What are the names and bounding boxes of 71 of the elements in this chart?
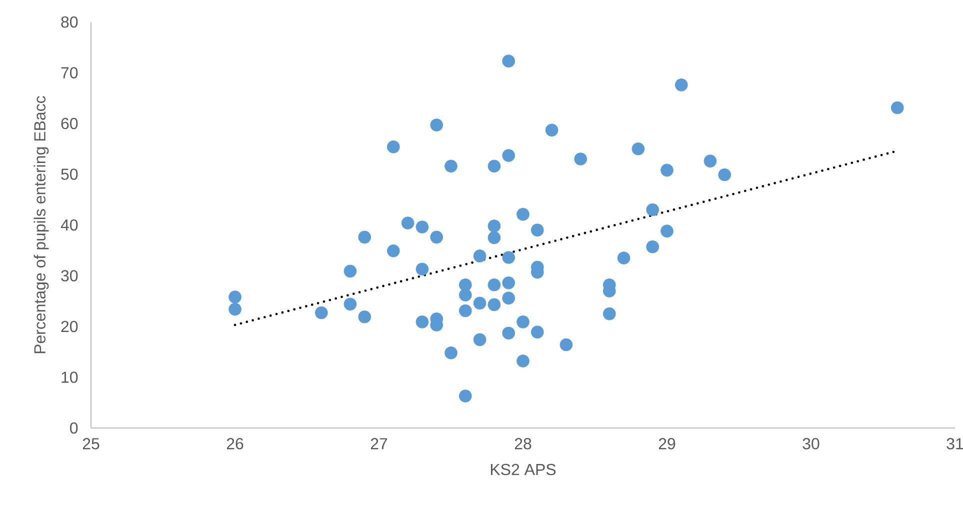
point	[632, 142, 645, 156]
point	[387, 244, 400, 258]
point	[890, 101, 904, 114]
point	[488, 231, 501, 244]
y-tick-label: 30	[61, 270, 78, 282]
point	[459, 288, 472, 302]
point	[646, 203, 659, 216]
point	[502, 326, 515, 340]
point	[444, 160, 458, 173]
point	[530, 326, 544, 338]
point	[473, 296, 486, 310]
point	[674, 78, 688, 92]
point	[545, 124, 558, 136]
point	[488, 160, 501, 173]
point	[444, 346, 458, 360]
point	[430, 230, 444, 244]
point	[358, 310, 372, 324]
point	[502, 54, 515, 68]
point	[502, 276, 515, 290]
point	[416, 262, 429, 276]
point	[488, 298, 501, 312]
point	[646, 240, 659, 254]
point	[602, 307, 616, 320]
point	[516, 316, 530, 328]
point	[516, 208, 530, 221]
point	[502, 149, 515, 162]
point	[228, 302, 242, 316]
point	[574, 152, 588, 166]
point	[718, 168, 731, 182]
point	[660, 224, 674, 238]
point	[473, 333, 486, 346]
x-tick-label: 28	[514, 438, 532, 450]
y-tick-label: 40	[60, 219, 78, 231]
point	[344, 264, 357, 278]
point	[488, 220, 501, 232]
point	[228, 290, 242, 304]
y-tick-label: 10	[62, 372, 78, 383]
x-tick-label: 30	[802, 438, 820, 450]
point	[530, 224, 544, 236]
point	[502, 292, 515, 304]
y-axis-title: Percentage of pupils entering EBacc	[34, 96, 49, 354]
point	[416, 316, 429, 328]
point	[358, 230, 372, 244]
point	[704, 154, 717, 168]
y-tick-label: 70	[61, 67, 78, 78]
point	[459, 390, 472, 402]
point	[387, 140, 400, 154]
point	[488, 278, 501, 292]
point	[344, 298, 357, 311]
y-tick-label: 80	[61, 16, 78, 28]
y-tick-label: 20	[61, 320, 78, 332]
point	[617, 252, 630, 264]
point	[459, 304, 472, 318]
y-tick-label: 50	[61, 168, 78, 180]
point	[560, 338, 573, 352]
x-tick-label: 26	[226, 438, 244, 450]
point	[416, 220, 429, 234]
point	[660, 164, 674, 177]
x-axis-title: KS2 APS	[490, 464, 556, 476]
y-tick-label: 0	[70, 422, 78, 434]
point	[473, 250, 486, 262]
point	[502, 251, 515, 264]
y-tick-label: 60	[61, 118, 78, 130]
point	[401, 216, 414, 230]
point	[430, 118, 444, 132]
x-tick-label: 29	[658, 438, 676, 450]
point	[315, 306, 328, 320]
x-tick-label: 27	[370, 438, 388, 450]
x-tick-label: 25	[82, 438, 100, 450]
x-tick-label: 31	[946, 438, 963, 450]
point	[516, 354, 530, 368]
